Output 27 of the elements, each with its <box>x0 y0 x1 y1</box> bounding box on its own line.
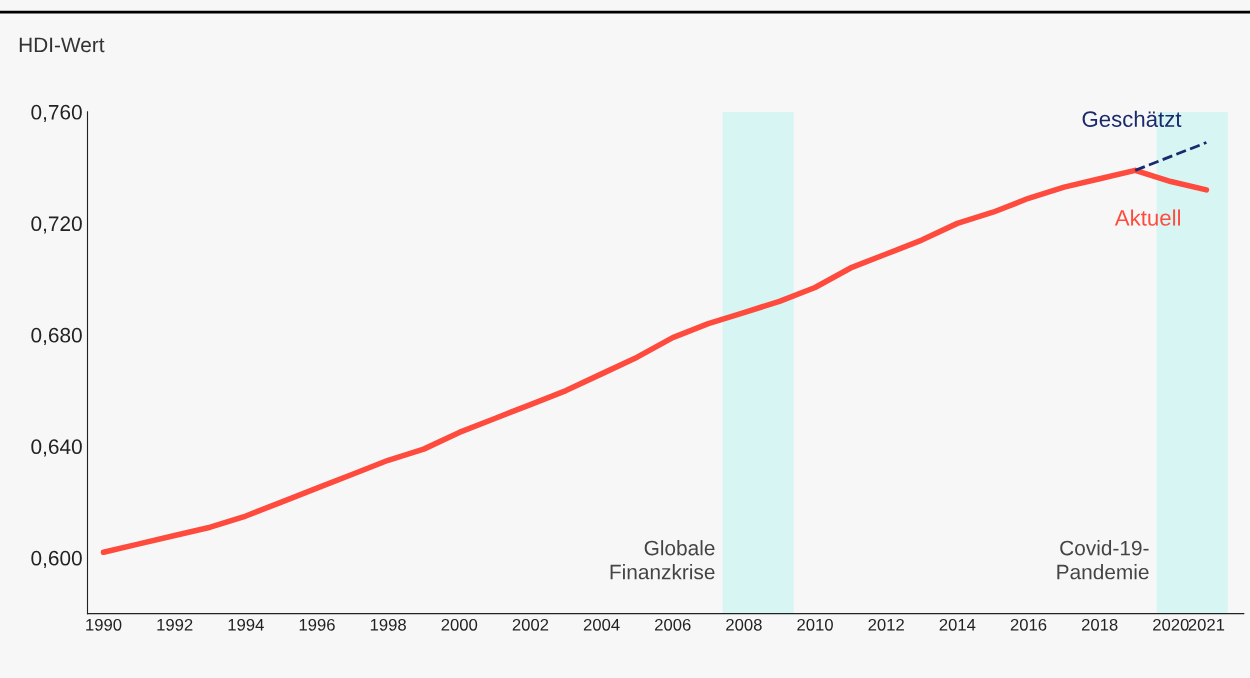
y-tick-label: 0,600 <box>31 550 82 569</box>
y-axis-title: HDI-Wert <box>19 37 105 53</box>
y-tick-label: 0,760 <box>31 104 82 123</box>
x-tick-label: 2006 <box>655 618 691 631</box>
x-tick-label: 2016 <box>1010 618 1047 631</box>
y-tick-label: 0,640 <box>31 439 82 457</box>
x-tick-label: 2002 <box>512 618 549 631</box>
x-tick-label: 1992 <box>157 618 193 631</box>
x-tick-label: 1996 <box>299 618 335 631</box>
x-tick-label: 2012 <box>868 618 904 631</box>
x-tick-label: 2018 <box>1081 618 1118 631</box>
x-tick-label: 2021 <box>1188 618 1225 631</box>
x-tick-label: 2000 <box>441 618 478 631</box>
x-tick-label: 2010 <box>797 618 833 631</box>
x-tick-label: 2014 <box>939 618 976 631</box>
series-label: Aktuell <box>1114 209 1181 226</box>
band-label: Globale Finanzkrise <box>610 540 715 580</box>
x-tick-label: 1994 <box>228 618 264 631</box>
y-tick-label: 0,680 <box>31 327 82 346</box>
y-tick-label: 0,720 <box>31 216 82 234</box>
band-label: Covid-19- Pandemie <box>1057 540 1149 580</box>
x-tick-label: 2004 <box>583 618 620 631</box>
x-tick-label: 2020 <box>1153 618 1189 631</box>
series-label: Geschätzt <box>1082 110 1182 127</box>
x-tick-label: 2008 <box>726 618 762 631</box>
x-tick-label: 1998 <box>370 618 406 631</box>
x-tick-label: 1990 <box>86 618 122 631</box>
